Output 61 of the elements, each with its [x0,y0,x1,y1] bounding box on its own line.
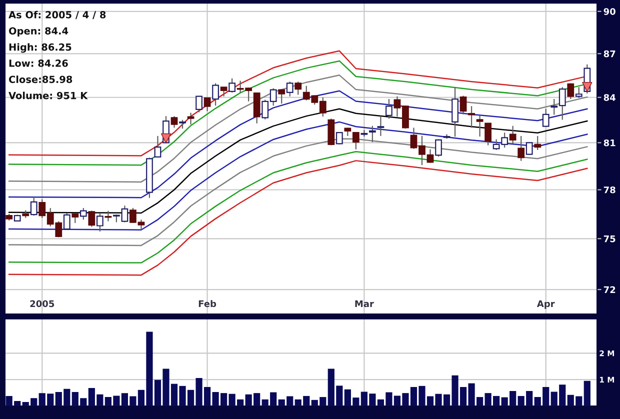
candlestick [228,78,236,94]
candlestick [468,106,475,128]
candlestick [575,86,582,99]
y-tick-label: 78 [604,186,616,194]
x-tick-label: Mar [355,300,374,308]
candlestick [286,81,294,97]
line-series [8,74,588,183]
candlestick [63,212,70,230]
candlestick [72,212,79,224]
annotation: As Of: 2005 / 4 / 8 [8,10,106,20]
candlestick [187,112,194,125]
candlestick [567,82,574,100]
candlestick [170,116,178,128]
y-tick-label: 81 [604,139,616,146]
candlestick [154,135,162,158]
candlestick [336,132,343,145]
x-tick-label: Apr [536,300,555,309]
annotation: Open: 84.4 [8,27,68,36]
candlestick [352,131,360,150]
annotation: Volume: 951 K [8,92,88,100]
line-series [8,90,588,198]
candlestick [377,116,384,137]
candlestick [484,122,492,146]
y-tick-label: 84 [604,94,616,101]
candlestick [212,82,219,106]
x-tick-label: Feb [198,300,216,308]
candlestick [220,86,228,97]
y-tick-label: 90 [604,8,616,15]
candlestick [476,115,484,138]
y-tick-label: 75 [604,235,616,242]
candlestick [526,142,533,156]
candlestick [542,108,550,128]
candlestick [96,212,104,232]
candlestick [368,125,376,143]
y-tick-label: 87 [604,50,616,58]
line-series [8,160,588,276]
candlestick [104,210,112,222]
line-series [8,108,588,214]
candlestick [518,135,525,162]
annotation: Close:85.98 [8,76,72,84]
candlestick [435,138,442,158]
candlestick [204,96,211,112]
candlestick [253,92,260,124]
y-tick-label: 72 [604,286,616,293]
line-series [8,121,588,230]
x-tick-label: 2005 [30,300,54,308]
bar [584,380,590,406]
candlestick [30,196,38,216]
candlestick [80,207,87,220]
line-series [8,151,588,264]
candlestick [294,81,302,96]
candlestick [452,86,458,138]
candlestick [278,88,286,104]
candlestick [460,95,467,115]
candlestick [534,135,542,151]
candlestick [196,95,202,113]
candlestick [509,125,516,144]
annotation: Low: 84.26 [9,60,68,67]
candlestick [386,98,392,120]
candlestick [88,210,96,228]
annotation: High: 86.25 [9,43,72,53]
